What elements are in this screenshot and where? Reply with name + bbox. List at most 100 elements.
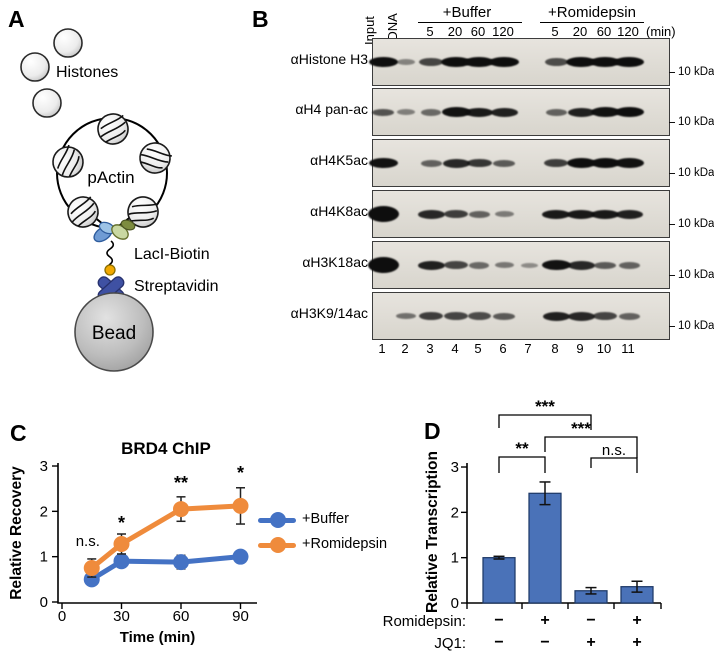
blot-band xyxy=(594,261,616,269)
blot-strip xyxy=(372,88,670,136)
blot-band xyxy=(494,262,514,268)
significance-label: ** xyxy=(174,473,188,493)
data-point xyxy=(172,501,189,518)
blot-band xyxy=(590,107,620,117)
lane-number: 8 xyxy=(551,341,559,356)
lane-number: 9 xyxy=(576,341,584,356)
time-header: 120 xyxy=(492,24,514,39)
lane-number: 2 xyxy=(401,341,409,356)
bar xyxy=(482,557,516,604)
antibody-label: αH4K5ac xyxy=(310,152,368,168)
blot-band xyxy=(465,107,493,117)
lane-number: 5 xyxy=(474,341,482,356)
blot-band xyxy=(397,59,415,65)
significance-label: n.s. xyxy=(602,442,626,459)
time-header: 120 xyxy=(617,24,639,39)
blot-band xyxy=(467,312,491,320)
nucleosome xyxy=(133,136,177,180)
significance-label: * xyxy=(118,513,125,533)
lane-number: 11 xyxy=(621,341,635,356)
blot-band xyxy=(417,209,445,219)
blot-strip xyxy=(368,139,670,187)
lane-number: 3 xyxy=(426,341,434,356)
blot-band xyxy=(442,158,470,168)
comparison-bracket xyxy=(590,457,638,473)
blot-band xyxy=(590,158,620,168)
group-buffer-label: +Buffer xyxy=(442,4,492,21)
blot-band xyxy=(489,57,519,67)
laci-olive-lobe xyxy=(120,219,136,231)
axes xyxy=(57,463,257,604)
blot-band xyxy=(593,312,617,320)
lane-number: 6 xyxy=(499,341,507,356)
blot-band xyxy=(421,108,441,116)
blot-strip xyxy=(368,38,670,86)
plasmid-label: pActin xyxy=(87,168,134,187)
kda-tick xyxy=(669,275,675,276)
kda-label: 10 kDa xyxy=(678,320,714,332)
x-tick-label: 90 xyxy=(232,608,249,625)
significance-label: *** xyxy=(571,419,591,438)
kda-label: 10 kDa xyxy=(678,269,714,281)
blot-band xyxy=(397,109,415,115)
comparison-bracket xyxy=(544,436,638,458)
blot-band xyxy=(542,209,570,219)
condition-value: + xyxy=(586,634,596,651)
min-suffix: (min) xyxy=(646,24,676,39)
y-tick-label: 3 xyxy=(40,458,48,475)
blot-band xyxy=(367,206,399,222)
blot-band xyxy=(368,57,398,67)
blot-band xyxy=(591,209,619,219)
condition-value: + xyxy=(540,612,550,629)
blot-band xyxy=(367,257,399,273)
condition-value: − xyxy=(586,612,596,629)
condition-value: − xyxy=(494,612,504,629)
bead-circle xyxy=(74,292,154,372)
y-tick-label: 0 xyxy=(451,595,459,612)
condition-value: − xyxy=(540,634,550,651)
comparison-bracket xyxy=(498,414,592,430)
biotin-dot xyxy=(104,264,116,276)
histone-sphere xyxy=(32,88,62,118)
panel-b-label: B xyxy=(252,6,269,32)
condition-label: JQ1: xyxy=(434,635,466,652)
chart-c-title: BRD4 ChIP xyxy=(121,439,211,458)
panel-c: C BRD4 ChIP Relative Recovery Time (min)… xyxy=(0,400,387,659)
antibody-label: αH3K18ac xyxy=(302,254,368,270)
lane-number: 4 xyxy=(451,341,459,356)
blot-band xyxy=(368,158,398,168)
blot-band xyxy=(466,159,492,167)
streptavidin-label: Streptavidin xyxy=(134,278,219,295)
kda-tick xyxy=(669,122,675,123)
blot-band xyxy=(419,58,443,66)
blot-band xyxy=(494,211,514,217)
blot-band xyxy=(618,312,640,320)
antibody-label: αH3K9/14ac xyxy=(290,305,368,321)
biotin-linker xyxy=(106,240,115,266)
y-tick-label: 2 xyxy=(40,503,48,520)
data-point xyxy=(83,560,100,577)
bead-label: Bead xyxy=(92,323,136,344)
panel-a-label: A xyxy=(8,6,25,32)
kda-tick xyxy=(669,224,675,225)
nucleosome xyxy=(46,140,90,184)
condition-value: − xyxy=(494,634,504,651)
kda-label: 10 kDa xyxy=(678,218,714,230)
blot-band xyxy=(545,108,567,116)
x-tick-label: 0 xyxy=(58,608,66,625)
blot-band xyxy=(566,57,596,67)
antibody-label: αH4 pan-ac xyxy=(295,101,368,117)
kda-label: 10 kDa xyxy=(678,167,714,179)
panel-c-label: C xyxy=(10,420,27,446)
time-header: 5 xyxy=(551,24,559,39)
condition-value: + xyxy=(632,612,642,629)
blot-band xyxy=(444,312,468,320)
blot-band xyxy=(614,158,644,168)
blot-band xyxy=(493,312,515,320)
series-line xyxy=(89,503,243,571)
kda-tick xyxy=(669,173,675,174)
condition-value: + xyxy=(632,634,642,651)
x-tick-label: 30 xyxy=(113,608,130,625)
blot-band xyxy=(567,209,595,219)
